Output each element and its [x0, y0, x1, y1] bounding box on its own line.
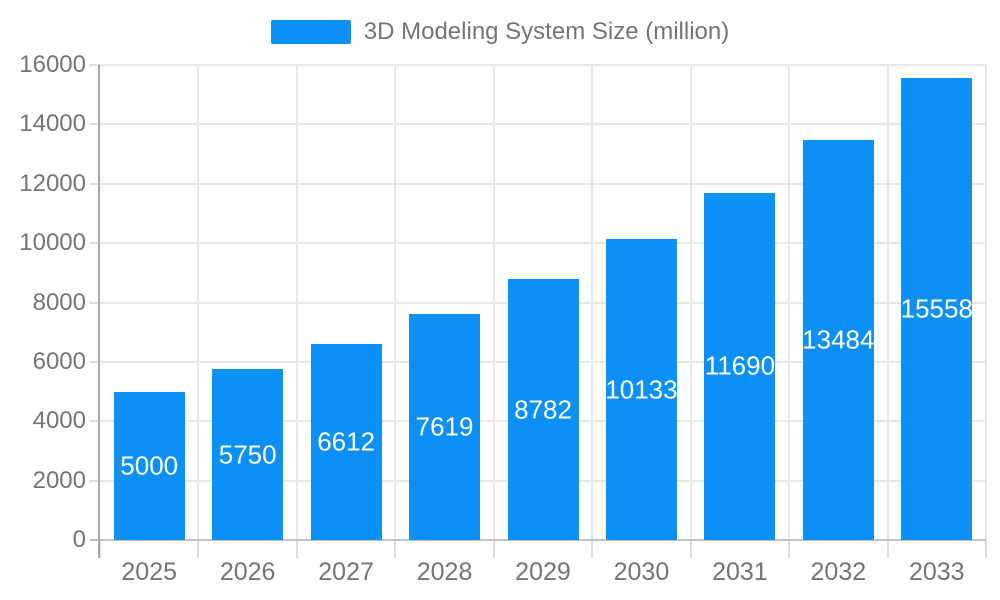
y-axis-label: 10000	[19, 229, 86, 257]
x-axis-tick	[591, 540, 594, 558]
x-axis-tick	[788, 540, 791, 558]
x-axis-label: 2029	[515, 558, 571, 586]
y-axis-label: 14000	[19, 110, 86, 138]
y-axis-tick	[90, 64, 100, 66]
chart-legend[interactable]: 3D Modeling System Size (million)	[0, 17, 1000, 47]
y-axis-tick	[90, 123, 100, 126]
x-axis-tick	[295, 540, 298, 558]
bar-2032[interactable]	[802, 139, 874, 540]
bar-value-label: 7619	[415, 411, 474, 442]
x-axis-tick	[985, 540, 987, 558]
x-axis-tick	[492, 540, 495, 558]
x-axis-label: 2028	[416, 558, 473, 586]
y-axis-tick	[90, 420, 100, 423]
gridline-horizontal	[100, 242, 986, 245]
x-axis-label: 2025	[121, 558, 178, 586]
gridline-vertical	[788, 65, 791, 540]
y-axis-line	[98, 65, 100, 558]
gridline-vertical	[689, 65, 692, 540]
bar-value-label: 8782	[514, 394, 572, 425]
bar-value-label: 5000	[120, 450, 179, 481]
gridline-vertical	[591, 65, 594, 540]
gridline-vertical	[985, 65, 987, 540]
y-axis-tick	[90, 301, 100, 304]
y-axis-label: 0	[72, 526, 86, 553]
x-axis-tick	[689, 540, 692, 558]
bar-value-label: 10133	[605, 374, 678, 405]
gridline-horizontal	[100, 64, 986, 66]
bar-2033[interactable]	[901, 78, 973, 540]
x-axis-tick	[99, 540, 101, 558]
bar-value-label: 13484	[802, 324, 875, 355]
bar-2028[interactable]	[409, 313, 481, 540]
x-axis-label: 2026	[219, 558, 276, 586]
y-axis-label: 6000	[32, 347, 86, 375]
bar-2027[interactable]	[310, 343, 382, 540]
x-axis-tick	[394, 540, 397, 558]
x-axis-line	[90, 539, 986, 541]
gridline-horizontal	[100, 182, 986, 185]
legend-label: 3D Modeling System Size (million)	[363, 18, 730, 45]
x-axis-label: 2033	[908, 558, 965, 586]
x-axis-tick	[197, 540, 200, 558]
bar-value-label: 6612	[317, 426, 376, 457]
y-axis-label: 8000	[32, 288, 86, 316]
y-axis-tick	[90, 479, 100, 482]
y-axis-label: 2000	[32, 466, 86, 494]
y-axis-tick	[90, 360, 100, 363]
bar-2031[interactable]	[704, 192, 776, 540]
legend-color-swatch	[270, 20, 351, 44]
gridline-vertical	[197, 65, 200, 540]
gridline-horizontal	[100, 123, 986, 126]
gridline-vertical	[886, 65, 889, 540]
y-axis-label: 16000	[19, 51, 86, 78]
bar-2025[interactable]	[113, 391, 185, 540]
y-axis-label: 4000	[32, 407, 86, 435]
bar-2026[interactable]	[212, 369, 284, 540]
x-axis-tick	[886, 540, 889, 558]
x-axis-label: 2031	[712, 558, 768, 586]
gridline-vertical	[295, 65, 298, 540]
y-axis-tick	[90, 182, 100, 185]
x-axis-label: 2027	[318, 558, 374, 586]
bar-2029[interactable]	[507, 279, 579, 540]
bar-value-label: 11690	[704, 350, 776, 381]
y-axis-tick	[90, 242, 100, 245]
bar-value-label: 15558	[900, 293, 973, 324]
gridline-vertical	[394, 65, 397, 540]
bar-2030[interactable]	[605, 239, 677, 540]
x-axis-label: 2030	[613, 558, 670, 586]
bar-value-label: 5750	[218, 439, 277, 470]
gridline-vertical	[492, 65, 495, 540]
x-axis-label: 2032	[810, 558, 867, 586]
y-axis-label: 12000	[19, 169, 86, 197]
